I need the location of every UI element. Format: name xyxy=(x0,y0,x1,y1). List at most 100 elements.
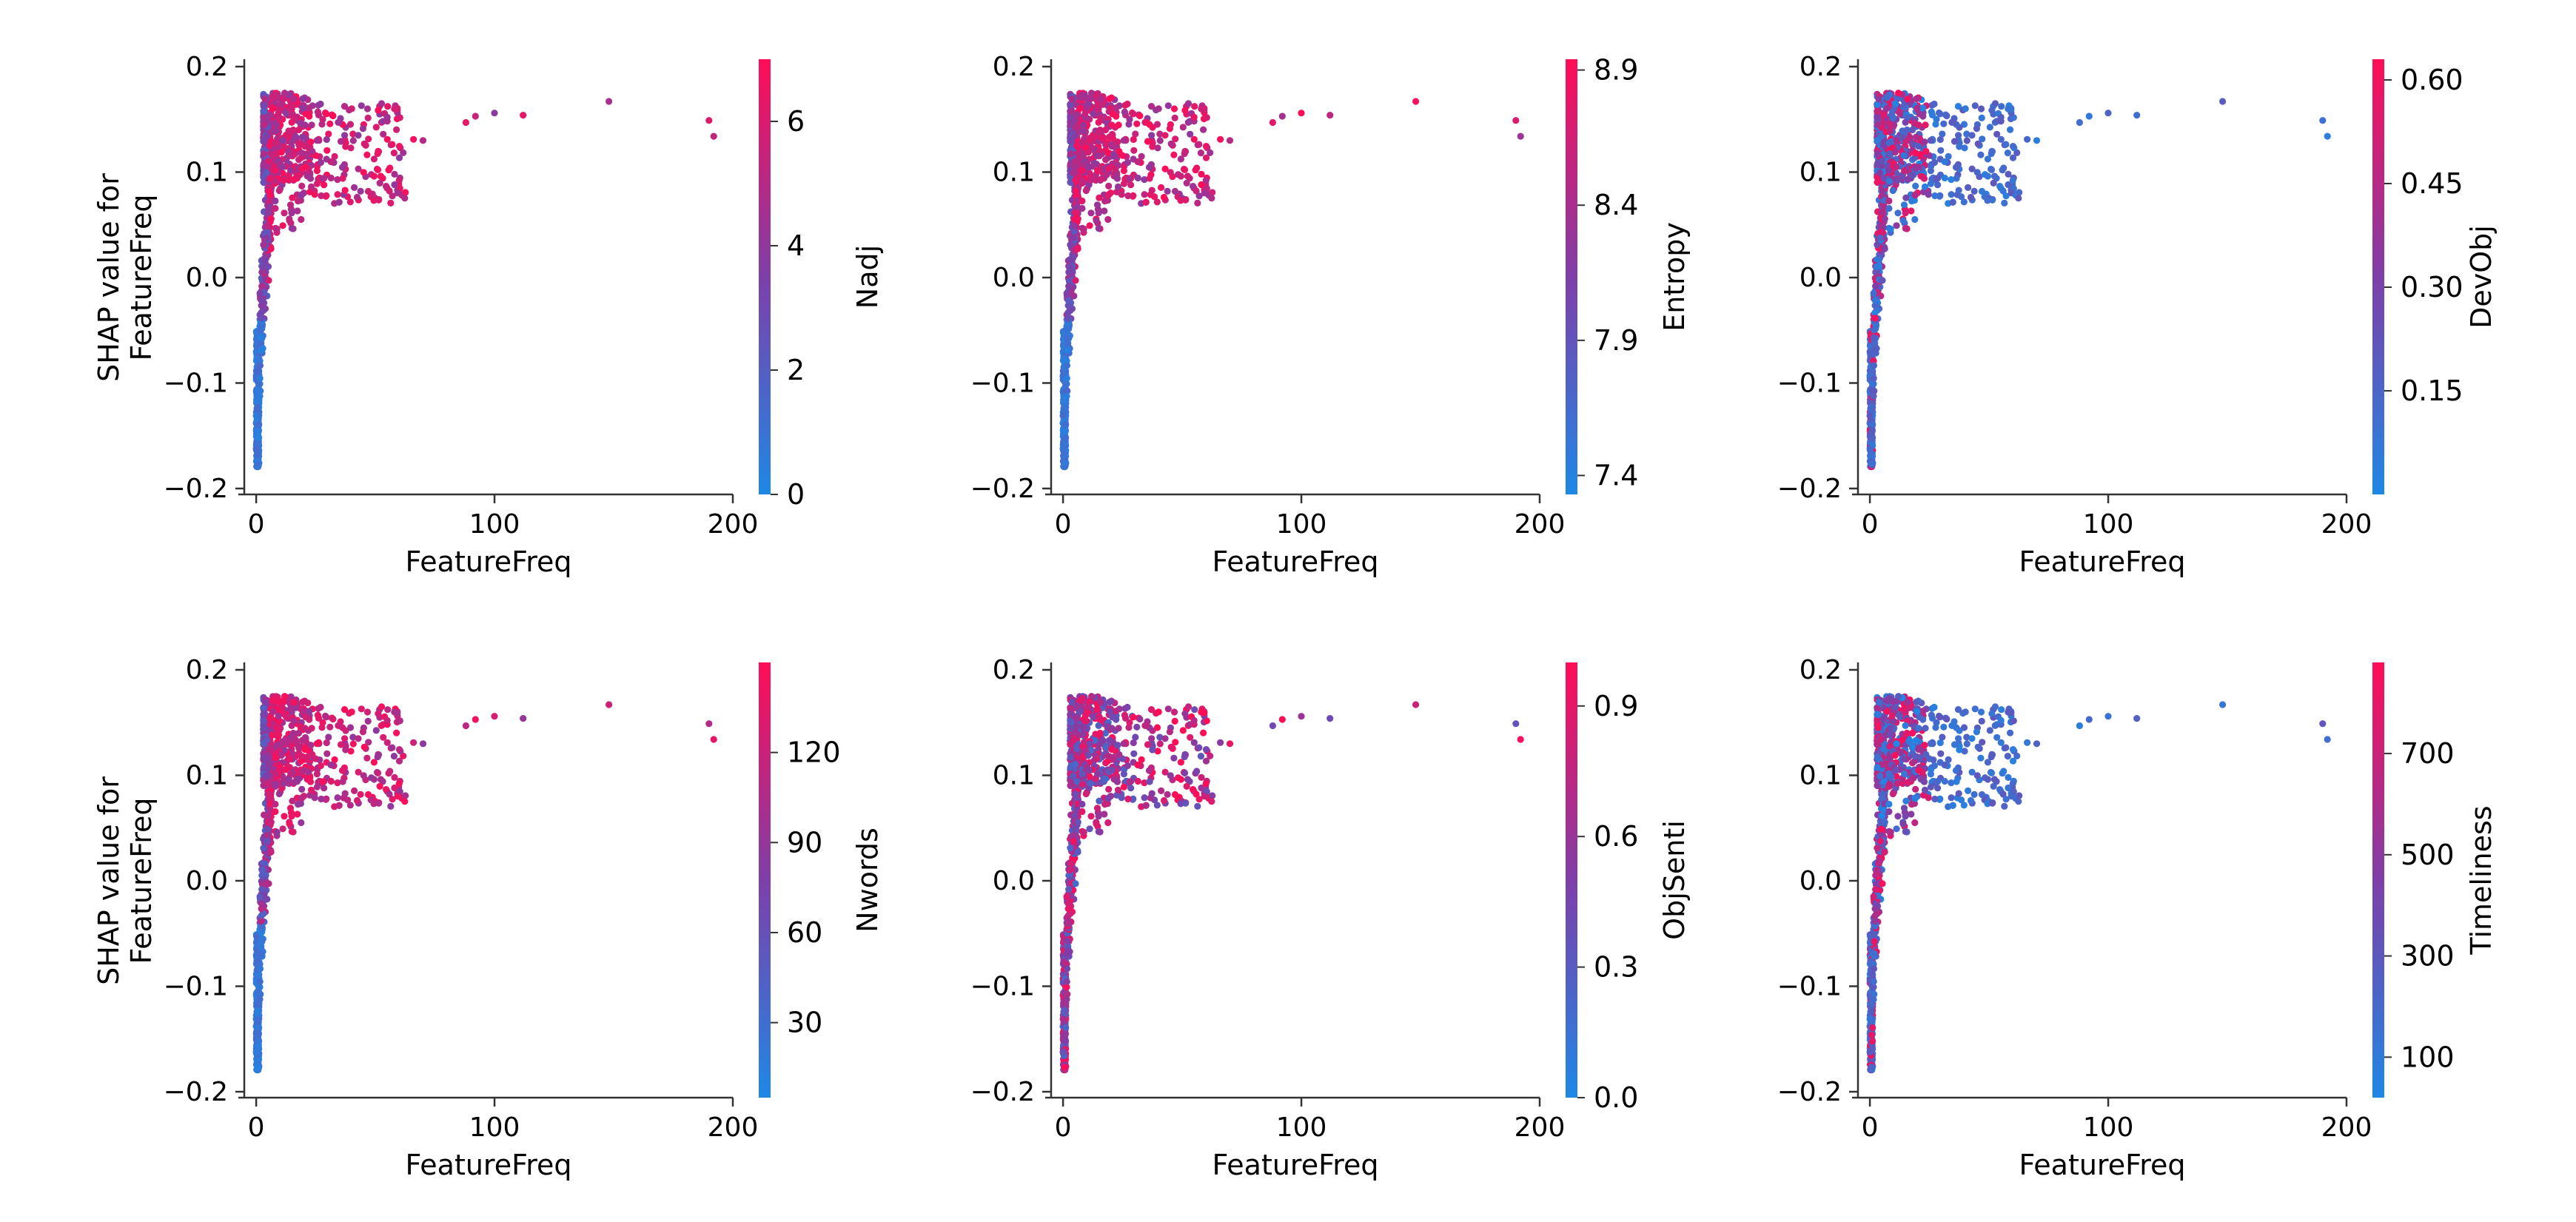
scatter-point xyxy=(1067,150,1074,158)
scatter-point xyxy=(256,380,264,388)
scatter-point xyxy=(1073,142,1081,150)
scatter-point xyxy=(275,712,282,720)
scatter-point xyxy=(1167,169,1174,176)
scatter-point xyxy=(272,808,279,816)
scatter-point xyxy=(1884,94,1891,101)
scatter-point xyxy=(1063,289,1070,297)
scatter-point xyxy=(1955,187,1962,194)
scatter-point xyxy=(258,297,265,304)
scatter-point xyxy=(1190,113,1198,121)
scatter-point xyxy=(1171,187,1179,195)
scatter-point xyxy=(261,107,268,115)
scatter-point xyxy=(257,387,264,395)
scatter-point xyxy=(1110,151,1117,158)
scatter-point xyxy=(710,736,717,743)
scatter-point xyxy=(334,191,341,198)
scatter-point xyxy=(360,169,367,176)
scatter-point xyxy=(374,166,382,173)
scatter-point xyxy=(1905,135,1913,142)
scatter-point xyxy=(1925,191,1932,198)
scatter-point xyxy=(380,130,387,138)
scatter-point xyxy=(272,770,279,777)
scatter-point xyxy=(1112,104,1119,112)
scatter-point xyxy=(1094,167,1101,174)
scatter-point xyxy=(1064,297,1072,304)
scatter-point xyxy=(1892,163,1900,171)
scatter-point xyxy=(1871,346,1878,354)
y-tick-label: 0.1 xyxy=(993,158,1035,188)
scatter-point xyxy=(302,110,309,118)
scatter-point xyxy=(313,137,321,144)
scatter-point xyxy=(273,828,281,836)
scatter-point xyxy=(1120,137,1127,144)
scatter-point xyxy=(1085,163,1093,171)
scatter-point xyxy=(1066,866,1073,874)
scatter-point xyxy=(307,138,315,146)
scatter-point xyxy=(260,739,267,748)
scatter-point xyxy=(384,103,392,110)
colorbar-label: Entropy xyxy=(1658,222,1691,332)
scatter-point xyxy=(261,724,268,731)
scatter-point xyxy=(260,113,267,121)
scatter-point xyxy=(255,420,263,429)
scatter-point xyxy=(286,152,294,159)
scatter-point xyxy=(256,996,264,1003)
scatter-point xyxy=(1988,147,1996,155)
y-tick-label: 0.1 xyxy=(1799,158,1842,188)
scatter-point xyxy=(1878,209,1885,216)
scatter-point xyxy=(1096,126,1104,134)
scatter-point xyxy=(1208,195,1215,202)
scatter-point xyxy=(1144,138,1152,145)
scatter-point xyxy=(326,120,334,127)
colorbar xyxy=(759,59,771,494)
scatter-point xyxy=(383,739,391,746)
scatter-point xyxy=(1067,107,1075,115)
scatter-point xyxy=(395,143,403,150)
scatter-point xyxy=(1141,191,1148,198)
scatter-point xyxy=(1198,105,1205,113)
colorbar-tick-label: 0.15 xyxy=(2401,375,2463,407)
scatter-point xyxy=(1124,100,1131,108)
scatter-point xyxy=(279,222,286,229)
scatter-point xyxy=(286,217,293,224)
scatter-point xyxy=(1927,137,1934,144)
scatter-point xyxy=(1063,362,1071,369)
scatter-point xyxy=(2133,112,2141,119)
scatter-point xyxy=(301,725,309,732)
scatter-point xyxy=(1061,403,1068,411)
scatter-point xyxy=(335,118,343,126)
x-axis-label: FeatureFreq xyxy=(406,545,572,578)
y-tick-label: −0.1 xyxy=(970,369,1035,399)
scatter-point xyxy=(2000,164,2008,172)
scatter-point xyxy=(1073,175,1081,182)
scatter-point xyxy=(1902,209,1909,217)
scatter-point xyxy=(263,234,270,241)
scatter-point xyxy=(298,785,306,793)
scatter-point xyxy=(1886,127,1894,135)
scatter-point xyxy=(1913,95,1920,103)
y-tick-label: −0.2 xyxy=(1777,474,1842,504)
scatter-point xyxy=(1869,420,1876,429)
scatter-point xyxy=(370,155,378,163)
y-tick-label: 0.1 xyxy=(993,761,1035,791)
scatter-point xyxy=(347,144,355,152)
scatter-point xyxy=(258,302,265,309)
scatter-point xyxy=(1059,1048,1067,1055)
scatter-point xyxy=(261,711,268,719)
scatter-point xyxy=(342,746,349,753)
scatter-point xyxy=(1988,166,1996,173)
scatter-point xyxy=(321,181,328,189)
scatter-point xyxy=(306,778,315,785)
scatter-point xyxy=(1895,90,1902,97)
scatter-point xyxy=(1885,197,1893,205)
scatter-point xyxy=(1095,209,1102,217)
scatter-point xyxy=(1080,121,1087,129)
scatter-point xyxy=(1067,241,1074,249)
scatter-point xyxy=(355,165,362,172)
colorbar-label: DevObj xyxy=(2465,225,2498,329)
scatter-point xyxy=(260,161,267,168)
scatter-point xyxy=(1121,108,1128,115)
scatter-point xyxy=(1166,125,1173,132)
scatter-point xyxy=(1074,848,1081,856)
scatter-point xyxy=(1984,172,1991,180)
